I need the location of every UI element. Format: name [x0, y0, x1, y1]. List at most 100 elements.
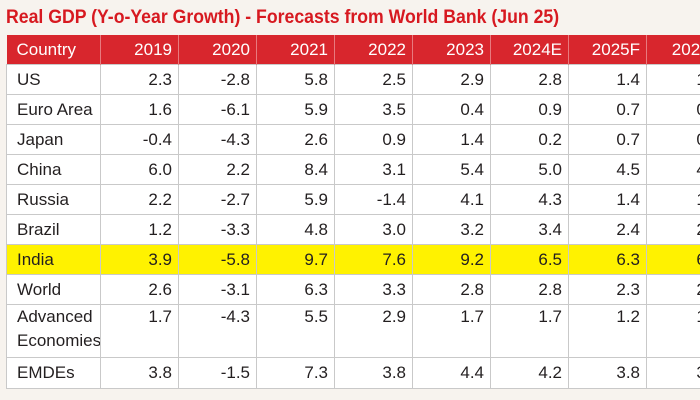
row-value-cell: 4.4	[412, 357, 491, 389]
row-value-cell: -2.7	[178, 184, 257, 215]
table-header-row: Country 2019 2020 2021 2022 2023 2024E 2…	[6, 35, 700, 65]
row-value-cell: 1.6	[100, 94, 179, 125]
column-header-2022: 2022	[334, 35, 413, 65]
row-value-cell: 5.5	[256, 304, 335, 358]
row-value-cell: 8.4	[256, 154, 335, 185]
row-value-cell: 5.4	[412, 154, 491, 185]
row-value-cell: 3.9	[100, 244, 179, 275]
row-value-cell: 2.3	[568, 274, 647, 305]
column-header-2023: 2023	[412, 35, 491, 65]
row-value-cell: 3.2	[412, 214, 491, 245]
row-value-cell: 1.4	[568, 184, 647, 215]
row-value-cell: 2.2	[100, 184, 179, 215]
row-value-cell: 7.3	[256, 357, 335, 389]
row-value-cell: -5.8	[178, 244, 257, 275]
row-value-cell: 0.9	[490, 94, 569, 125]
row-value-cell: -4.3	[178, 124, 257, 155]
row-value-cell: 1.7	[100, 304, 179, 358]
column-header-2025f: 2025F	[568, 35, 647, 65]
page-title: Real GDP (Y-o-Year Growth) - Forecasts f…	[6, 7, 560, 28]
row-value-cell: 4.5	[568, 154, 647, 185]
column-header-2019: 2019	[100, 35, 179, 65]
row-value-cell: 5.9	[256, 94, 335, 125]
row-value-cell: 2.6	[100, 274, 179, 305]
row-value-cell: 1.7	[490, 304, 569, 358]
row-value-cell: 3.3	[334, 274, 413, 305]
row-value-cell: 9.2	[412, 244, 491, 275]
row-value-cell: 2.9	[412, 64, 491, 95]
row-value-cell: 4.1	[412, 184, 491, 215]
row-country-cell: Advanced Economies	[6, 304, 101, 358]
row-country-cell: EMDEs	[6, 357, 101, 389]
row-country-cell: Brazil	[6, 214, 101, 245]
row-value-cell: 4.8	[256, 214, 335, 245]
row-country-cell: Russia	[6, 184, 101, 215]
row-value-cell: 4.3	[490, 184, 569, 215]
table-body: US2.3-2.85.82.52.92.81.41.6Euro Area1.6-…	[6, 64, 700, 389]
row-value-cell: 3.8	[100, 357, 179, 389]
row-value-cell: 0.7	[568, 94, 647, 125]
row-value-cell: 5.0	[490, 154, 569, 185]
row-value-cell: 9.7	[256, 244, 335, 275]
row-value-cell: 1.7	[412, 304, 491, 358]
row-country-cell: China	[6, 154, 101, 185]
row-value-cell: 6.5	[646, 244, 700, 275]
row-value-cell: 2.9	[334, 304, 413, 358]
row-value-cell: 0.4	[412, 94, 491, 125]
row-value-cell: 5.8	[256, 64, 335, 95]
row-value-cell: 6.5	[490, 244, 569, 275]
row-value-cell: 0.7	[568, 124, 647, 155]
row-value-cell: 3.0	[334, 214, 413, 245]
column-header-2021: 2021	[256, 35, 335, 65]
row-value-cell: 2.3	[100, 64, 179, 95]
row-value-cell: 1.4	[646, 304, 700, 358]
row-value-cell: 2.8	[490, 274, 569, 305]
table-row: Advanced Economies 1.7 -4.3 5.5 2.9 1.7 1.7 1.2…	[6, 304, 700, 358]
row-value-cell: 0.2	[490, 124, 569, 155]
row-value-cell: -1.5	[178, 357, 257, 389]
row-value-cell: 4.2	[490, 357, 569, 389]
row-country-cell: Japan	[6, 124, 101, 155]
row-value-cell: 7.6	[334, 244, 413, 275]
row-value-cell: -0.4	[100, 124, 179, 155]
row-value-cell: 1.6	[646, 64, 700, 95]
row-value-cell: -4.3	[178, 304, 257, 358]
row-country-cell: World	[6, 274, 101, 305]
row-value-cell: 4.0	[646, 154, 700, 185]
row-value-cell: 0.9	[334, 124, 413, 155]
row-value-cell: 3.8	[568, 357, 647, 389]
row-value-cell: 1.4	[412, 124, 491, 155]
row-value-cell: 2.8	[412, 274, 491, 305]
row-value-cell: 2.6	[256, 124, 335, 155]
column-header-2026f: 2026F	[646, 35, 700, 65]
row-value-cell: -3.3	[178, 214, 257, 245]
row-value-cell: 1.2	[568, 304, 647, 358]
row-value-cell: 2.4	[646, 274, 700, 305]
table-row: Japan-0.4-4.32.60.91.40.20.70.8	[6, 124, 700, 155]
row-value-cell: 5.9	[256, 184, 335, 215]
row-value-cell: 1.2	[646, 184, 700, 215]
row-value-cell: 1.4	[568, 64, 647, 95]
row-value-cell: 1.2	[100, 214, 179, 245]
row-country-cell: India	[6, 244, 101, 275]
row-value-cell: -1.4	[334, 184, 413, 215]
row-value-cell: 0.8	[646, 124, 700, 155]
row-value-cell: 6.0	[100, 154, 179, 185]
row-value-cell: 2.2	[646, 214, 700, 245]
row-value-cell: -2.8	[178, 64, 257, 95]
row-value-cell: -3.1	[178, 274, 257, 305]
row-value-cell: -6.1	[178, 94, 257, 125]
row-value-cell: 2.2	[178, 154, 257, 185]
row-value-cell: 3.4	[490, 214, 569, 245]
table-row: US2.3-2.85.82.52.92.81.41.6	[6, 64, 700, 95]
row-country-cell: Euro Area	[6, 94, 101, 125]
column-header-country: Country	[6, 35, 101, 65]
